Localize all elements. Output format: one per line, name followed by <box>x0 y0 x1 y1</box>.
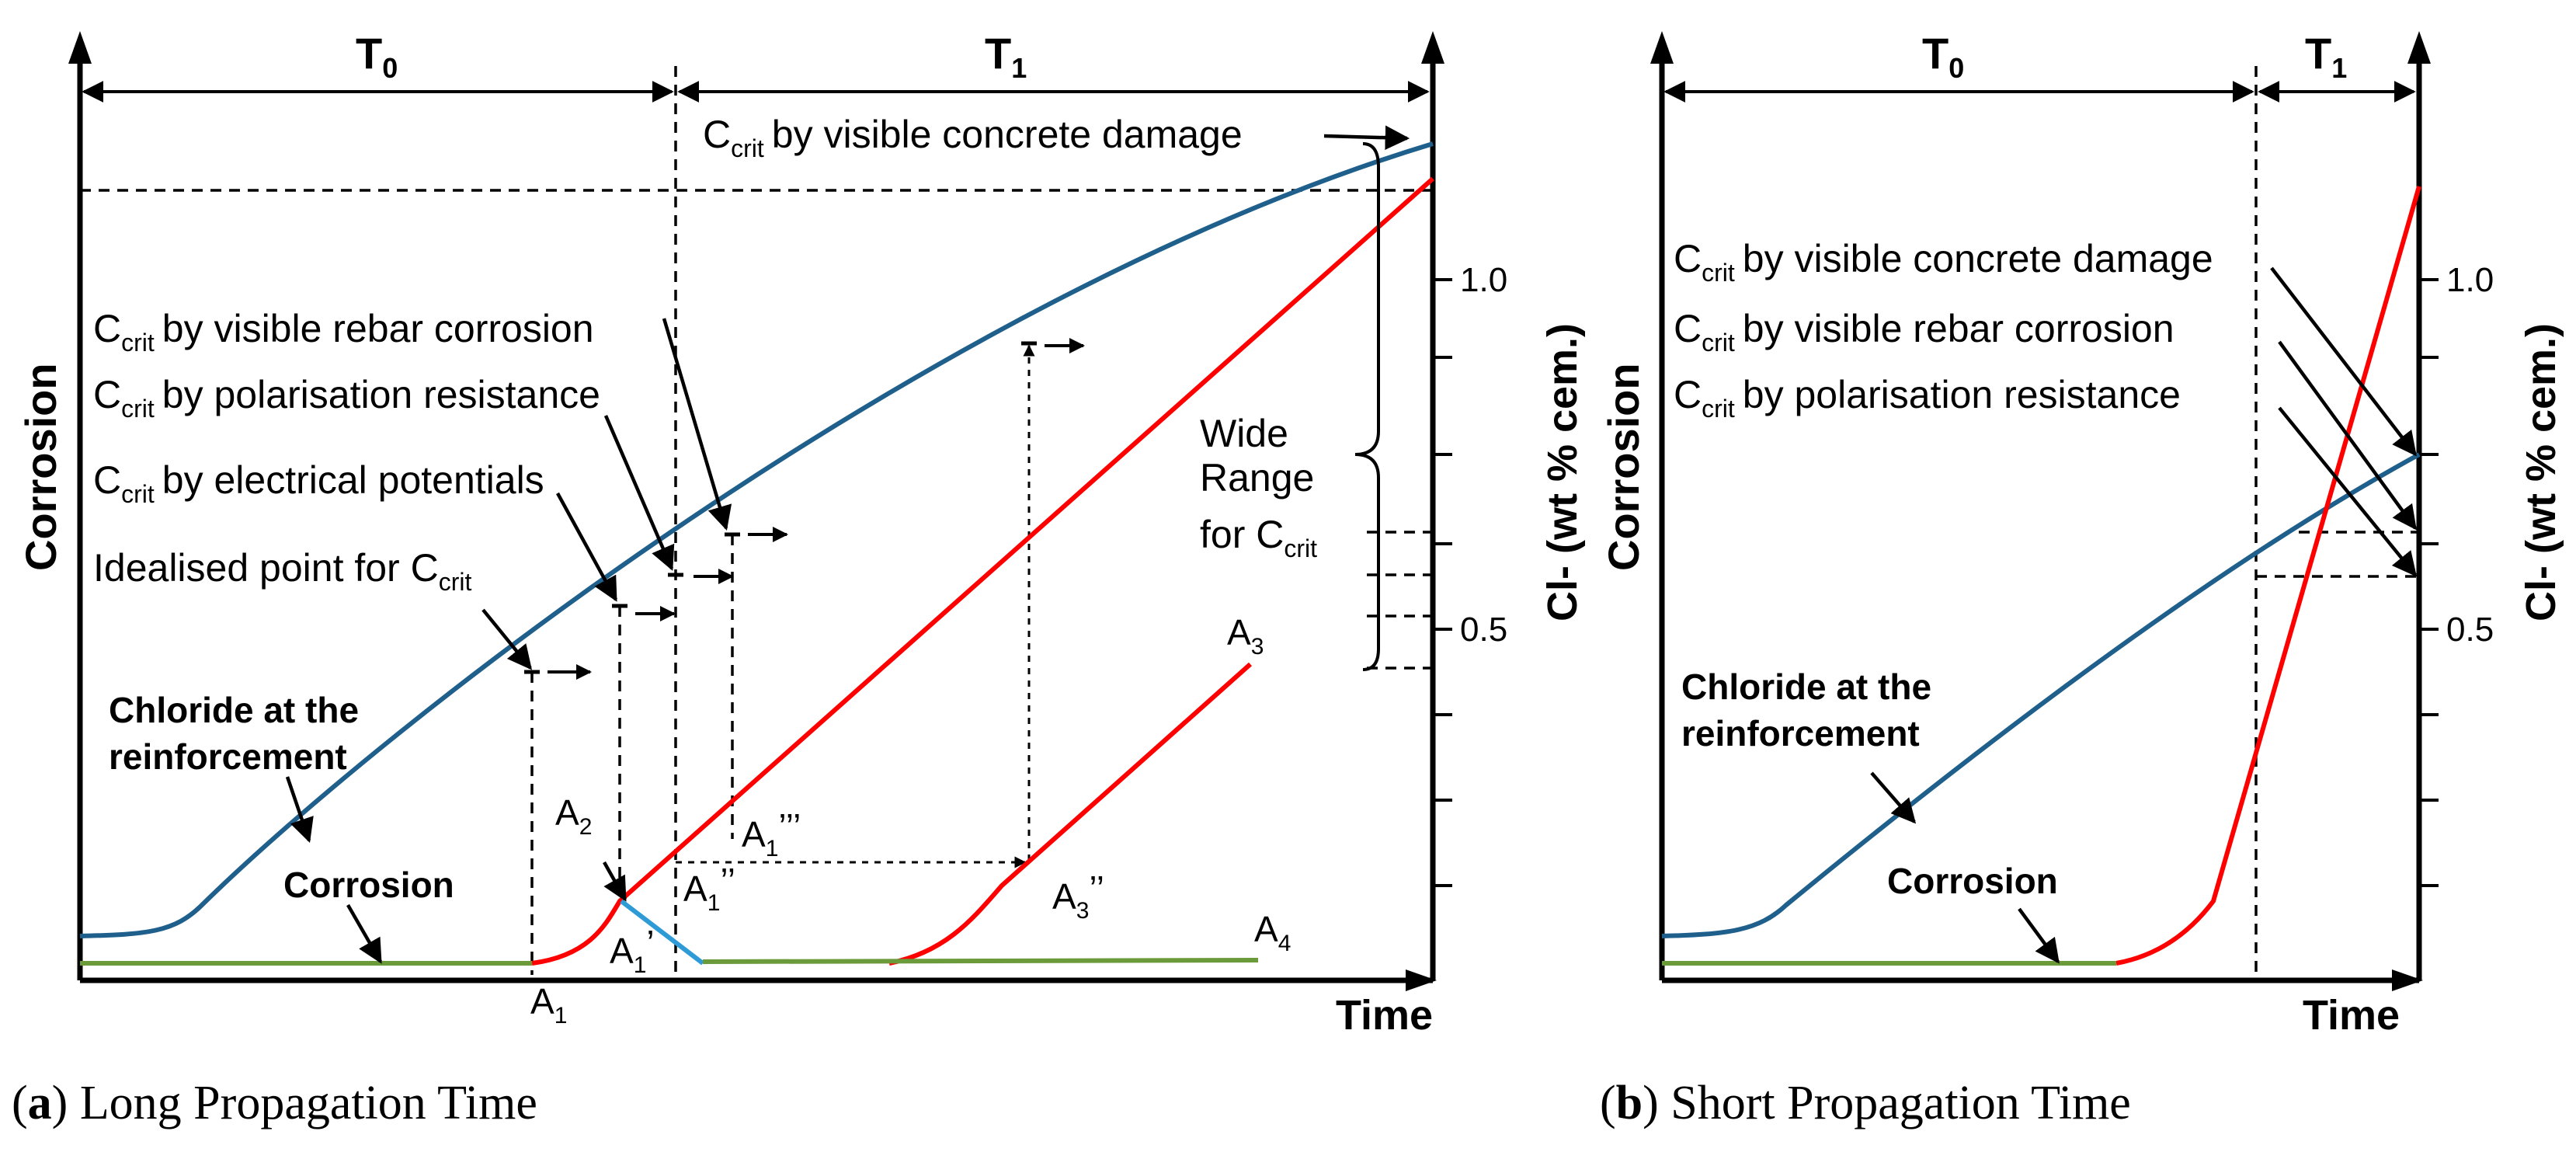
panel-a-corrosion-drop <box>620 899 704 966</box>
panel-b: 1.0 0.5 Corrosion Cl- (wt % cem.) Time T… <box>1599 29 2564 1129</box>
panel-a-marker-arrows <box>548 338 1085 680</box>
panel-a-dashed-lines <box>80 66 1433 980</box>
panel-b-corrosion-red <box>2115 186 2421 966</box>
panel-b-ann-polar: Ccrit by polarisation resistance <box>1674 373 2181 423</box>
panel-a: 1.0 0.5 Corrosion Cl- (wt % cem.) Time T… <box>12 29 1586 1129</box>
panel-a-right-ticks <box>1433 278 1452 887</box>
panel-b-corrosion-label: Corrosion <box>1887 861 2058 901</box>
panel-a-ann-concrete: Ccrit by visible concrete damage <box>703 113 1243 162</box>
panel-b-chloride-label: Chloride at the reinforcement <box>1681 667 1942 754</box>
panel-a-range-brace <box>1354 142 1380 671</box>
panel-a-wide-range: Wide Range for Ccrit <box>1200 412 1325 562</box>
panel-b-ann-rebar: Ccrit by visible rebar corrosion <box>1674 307 2174 357</box>
panel-a-caption: (a) Long Propagation Time <box>12 1077 537 1129</box>
panel-a-corrosion-green-2 <box>702 958 1259 964</box>
panel-b-right-axis-arrow-icon <box>2407 31 2431 64</box>
panel-b-t0-label: T0 <box>1922 29 1964 84</box>
panel-a-ann-idealised: Idealised point for Ccrit <box>93 546 471 596</box>
panel-a-y-label-left: Corrosion <box>16 363 65 571</box>
panel-a-t1-label: T1 <box>985 29 1027 84</box>
panel-b-right-ticks <box>2419 278 2439 887</box>
panel-b-y-label-right: Cl- (wt % cem.) <box>2518 323 2564 621</box>
panel-a-corrosion-red-1 <box>531 176 1434 966</box>
panel-a-annotation-arrows <box>285 125 1410 964</box>
panel-a-x-label: Time <box>1336 992 1433 1039</box>
panel-a-label-a3pp: A3’’ <box>1052 868 1104 924</box>
panel-b-caption: (b) Short Propagation Time <box>1600 1077 2131 1129</box>
panel-a-ticks-on-curve <box>524 341 1037 674</box>
panel-a-tick-05: 0.5 <box>1460 611 1507 649</box>
panel-a-corrosion-red-2 <box>888 662 1252 966</box>
panel-b-tick-05: 0.5 <box>2446 611 2494 649</box>
panel-b-ann-concrete: Ccrit by visible concrete damage <box>1674 237 2213 287</box>
panel-a-chloride-curve <box>79 141 1434 938</box>
panel-a-t0-label: T0 <box>356 29 398 84</box>
panel-a-label-a2: A2 <box>555 792 592 840</box>
panel-b-left-axis-arrow-icon <box>1650 31 1674 64</box>
panel-a-ann-potential: Ccrit by electrical potentials <box>93 458 544 508</box>
panel-a-fine-dashes <box>676 344 1035 868</box>
panel-a-label-a1ppp: A1’’’ <box>742 806 801 861</box>
panel-a-left-axis-arrow-icon <box>68 31 92 64</box>
panel-b-chloride-curve <box>1661 452 2421 938</box>
panel-a-chloride-label: Chloride at the reinforcement <box>109 690 369 777</box>
panel-a-corrosion-label: Corrosion <box>283 865 454 905</box>
panel-b-x-label: Time <box>2303 992 2400 1039</box>
panel-b-t1-label: T1 <box>2305 29 2347 84</box>
panel-a-ann-polar: Ccrit by polarisation resistance <box>93 373 600 423</box>
panel-a-label-a4: A4 <box>1254 909 1291 956</box>
panel-a-label-a1: A1 <box>530 981 567 1029</box>
panel-a-y-label-right: Cl- (wt % cem.) <box>1539 323 1586 621</box>
panel-a-x-axis-arrow-icon <box>1406 969 1437 991</box>
panel-b-tick-1: 1.0 <box>2446 261 2494 299</box>
panel-b-y-label-left: Corrosion <box>1599 363 1648 571</box>
panel-a-ann-rebar: Ccrit by visible rebar corrosion <box>93 307 594 357</box>
panel-b-annotation-arrows <box>1870 266 2417 964</box>
panel-b-x-axis-arrow-icon <box>2392 969 2423 991</box>
panel-a-label-a3: A3 <box>1227 612 1264 660</box>
panel-a-right-axis-arrow-icon <box>1421 31 1444 64</box>
panel-a-label-a1p: A1’ <box>610 923 655 978</box>
panel-a-tick-1: 1.0 <box>1460 261 1507 299</box>
panel-a-label-a1pp: A1’’ <box>683 861 735 916</box>
panel-b-dashed-lines <box>2254 66 2419 980</box>
